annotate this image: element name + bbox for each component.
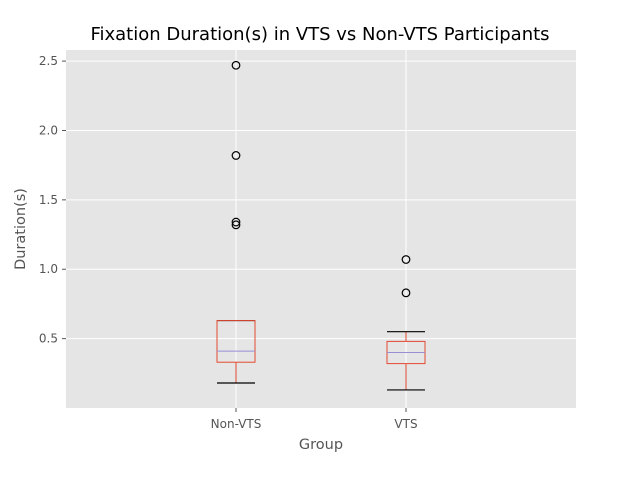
plot-area (66, 50, 576, 408)
y-tick-label: 2.5 (39, 54, 58, 68)
box-group (386, 255, 426, 391)
x-tick-label: VTS (394, 417, 417, 431)
x-tick-label: Non-VTS (211, 417, 262, 431)
outlier-point (231, 151, 241, 160)
y-tick-label: 2.0 (39, 123, 58, 137)
y-tick-label: 1.5 (39, 193, 58, 207)
box-group (216, 60, 256, 384)
outlier-point (401, 255, 411, 264)
y-tick-label: 1.0 (39, 262, 58, 276)
y-axis-label: Duration(s) (13, 188, 29, 270)
outlier-point (231, 217, 241, 227)
chart-title: Fixation Duration(s) in VTS vs Non-VTS P… (90, 24, 549, 45)
iqr-box (216, 320, 256, 363)
boxes (216, 60, 426, 391)
ticks: 0.5 1.0 1.5 2.0 2.5 Non-VTS VTS (39, 54, 418, 431)
y-tick-label: 0.5 (39, 332, 58, 346)
x-axis-label: Group (299, 437, 343, 453)
outlier-point (231, 220, 241, 230)
outlier-point (231, 60, 241, 70)
outlier-point (401, 288, 411, 298)
